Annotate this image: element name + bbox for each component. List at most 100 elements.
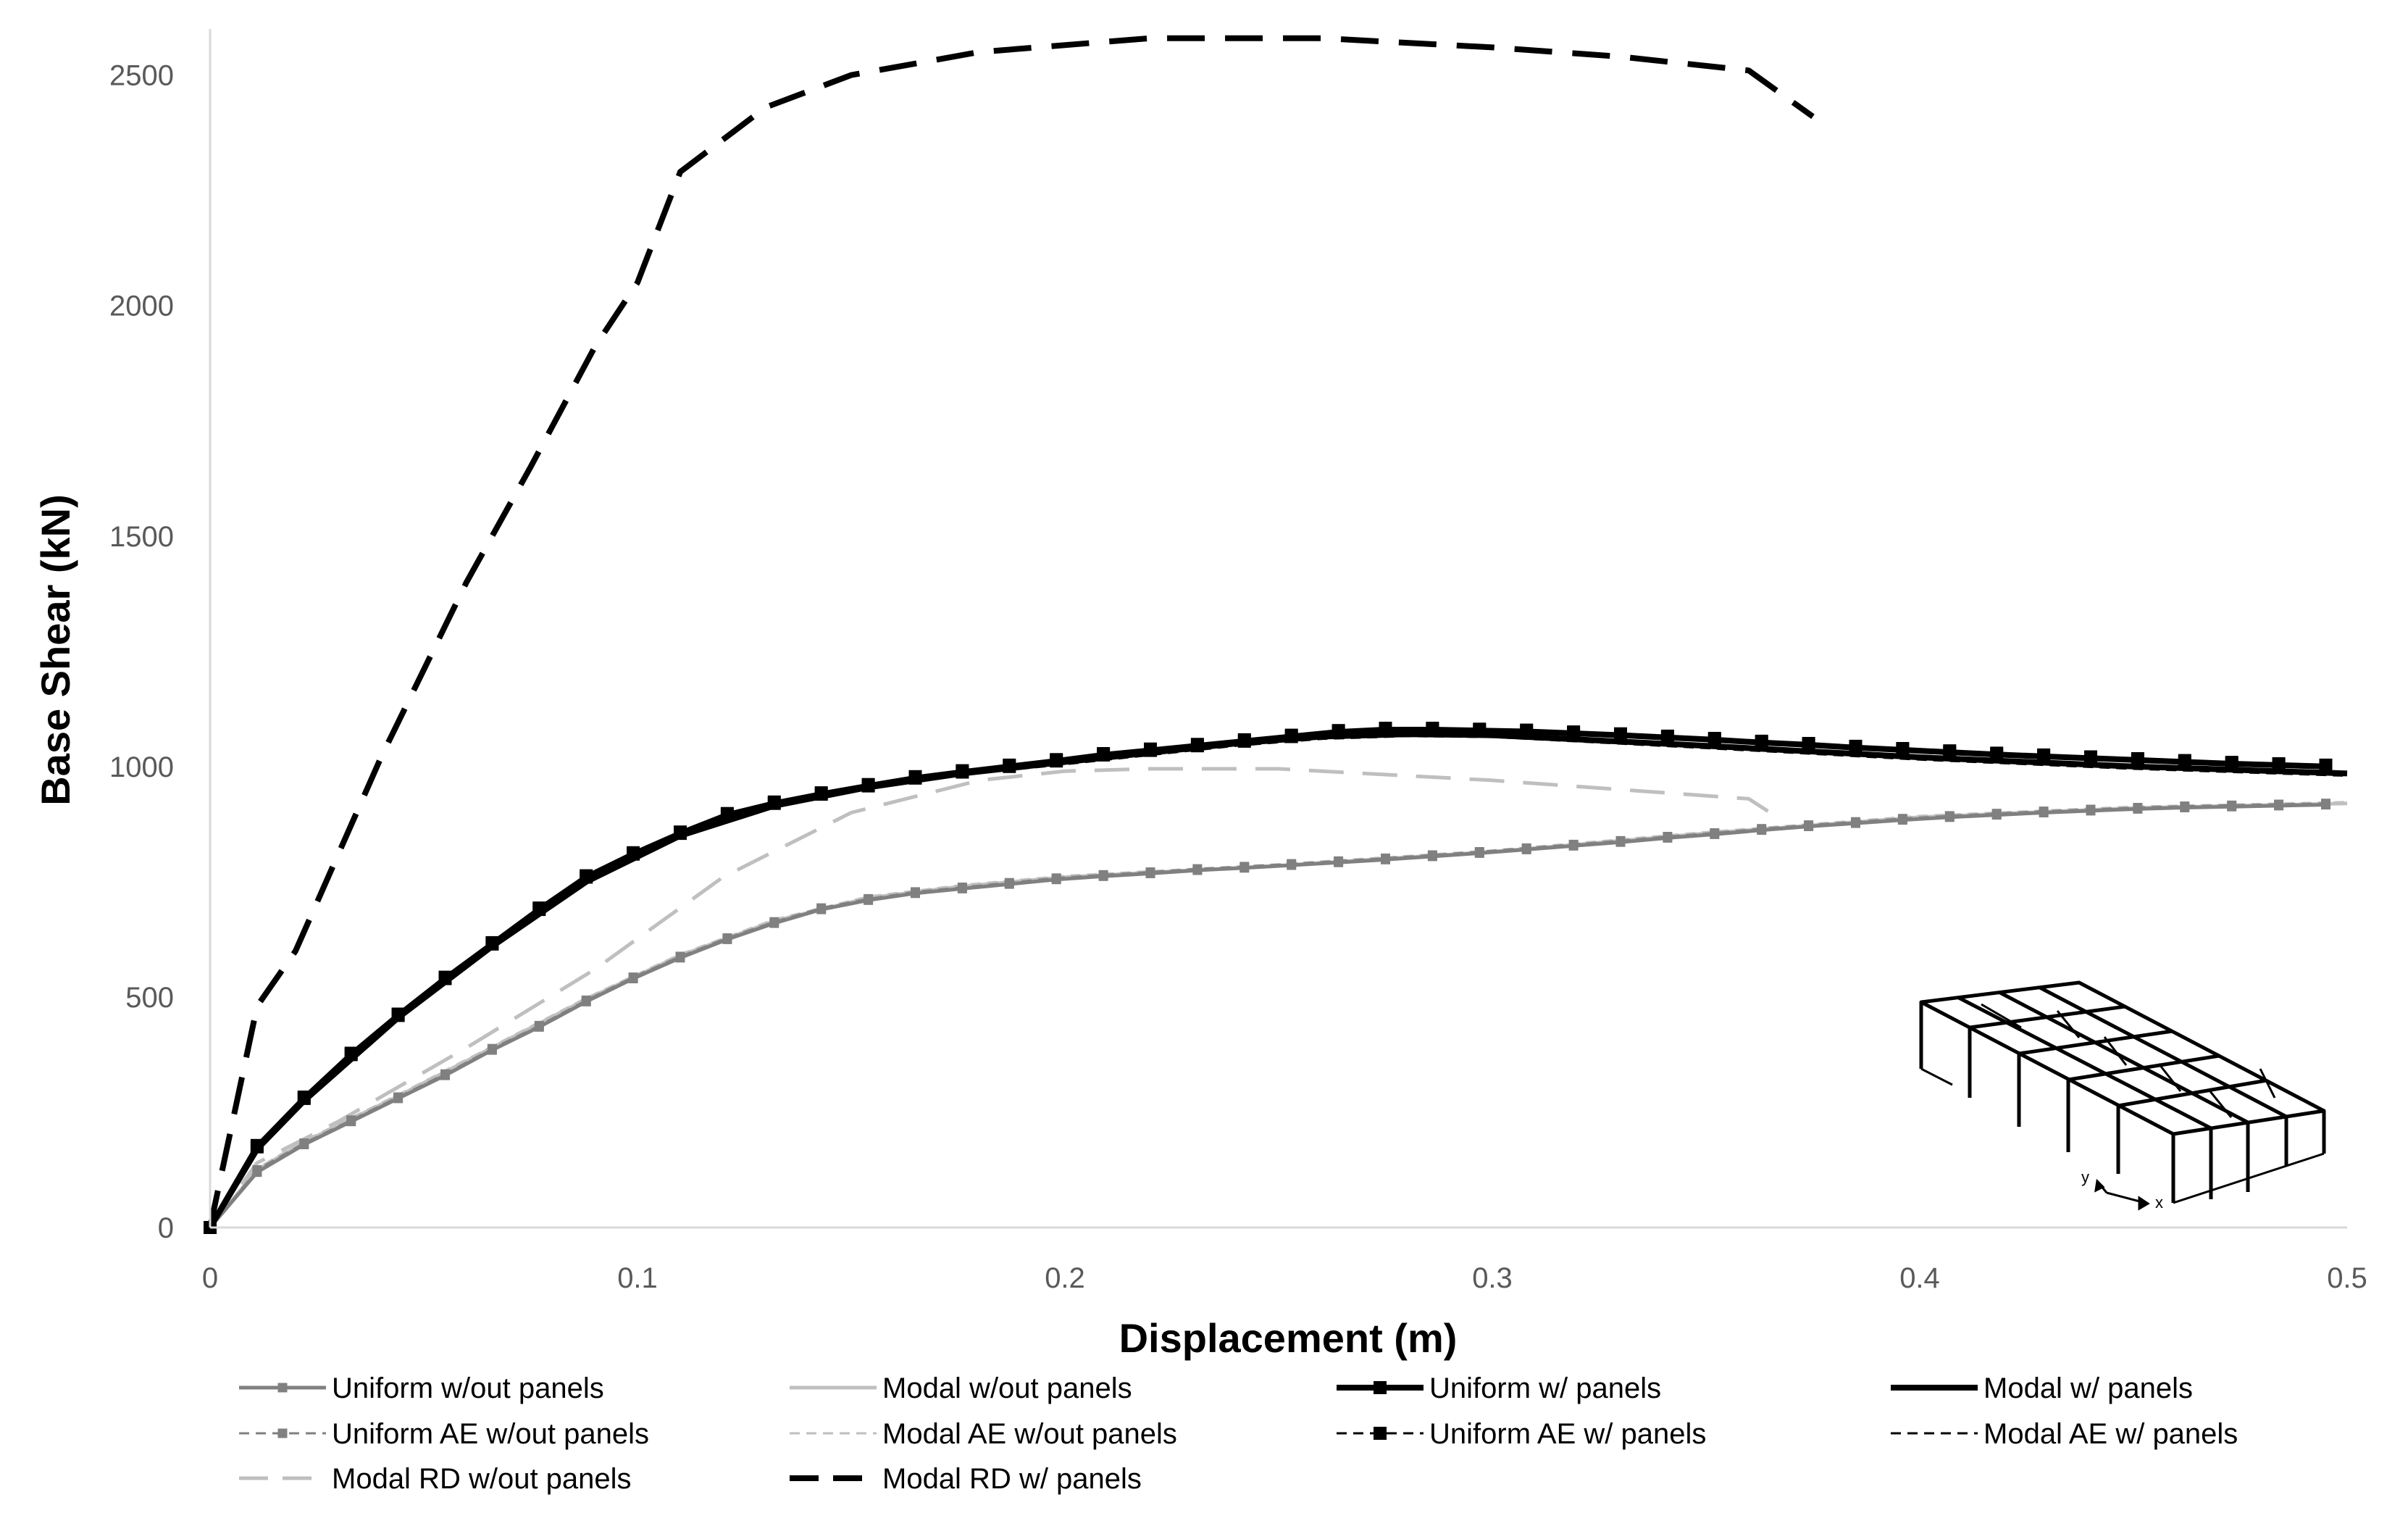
data-point	[1474, 847, 1484, 856]
legend-label: Modal RD w/out panels	[332, 1463, 632, 1495]
structure-frame-diagram-icon	[1919, 980, 2326, 1204]
data-point	[1051, 873, 1061, 883]
y-tick-label: 1500	[109, 521, 174, 553]
legend-marker	[1374, 1427, 1387, 1440]
legend-item: Modal RD w/out panels	[239, 1463, 632, 1495]
data-point	[2227, 800, 2237, 810]
data-point	[2321, 799, 2330, 809]
data-point	[864, 893, 874, 904]
data-point	[1003, 758, 1016, 772]
data-point	[675, 951, 685, 962]
data-point	[908, 770, 922, 783]
series-line	[207, 35, 1815, 1228]
data-point	[1615, 835, 1626, 846]
data-point	[1192, 864, 1203, 874]
axis-direction-icon	[2094, 1178, 2150, 1211]
legend-item: Modal AE w/ panels	[1891, 1418, 2238, 1450]
data-point	[1190, 738, 1204, 751]
data-point	[2274, 799, 2284, 809]
data-point	[1663, 832, 1673, 841]
series-modal-w-panels	[207, 731, 2348, 1230]
data-point	[1004, 878, 1014, 888]
y-tick-label: 2000	[109, 291, 174, 322]
data-point	[1849, 739, 1863, 753]
data-point	[1050, 753, 1063, 767]
series-line	[209, 727, 2326, 1228]
data-point	[2272, 757, 2286, 770]
data-point	[1287, 859, 1297, 869]
data-point	[1381, 853, 1390, 863]
series-line	[209, 803, 2326, 1229]
data-point	[1990, 746, 2004, 760]
data-point	[485, 935, 499, 949]
series-line	[207, 727, 2326, 1230]
data-point	[767, 795, 781, 809]
data-point	[2086, 804, 2096, 814]
legend-label: Modal RD w/ panels	[882, 1463, 1142, 1495]
data-point	[769, 917, 779, 927]
y-tick-label: 1000	[109, 751, 174, 783]
data-point	[1802, 737, 1815, 750]
data-point	[1426, 722, 1439, 735]
legend-item: Uniform w/out panels	[239, 1372, 604, 1404]
legend-item: Modal w/out panels	[790, 1372, 1132, 1404]
x-tick-label: 0.3	[1472, 1262, 1513, 1294]
data-point	[1097, 747, 1111, 760]
data-point	[1144, 742, 1157, 756]
data-point	[722, 933, 732, 943]
data-point	[2319, 758, 2333, 772]
data-point	[720, 806, 734, 820]
data-point	[814, 786, 828, 800]
data-point	[2178, 754, 2191, 767]
data-point	[2039, 806, 2049, 817]
data-point	[580, 869, 593, 883]
data-point	[487, 1043, 497, 1054]
data-point	[393, 1092, 404, 1102]
data-point	[438, 970, 452, 984]
legend-label: Uniform AE w/ panels	[1429, 1418, 1706, 1450]
data-point	[957, 883, 967, 892]
data-point	[628, 972, 638, 983]
data-point	[344, 1046, 358, 1060]
data-point	[1237, 733, 1251, 746]
y-tick-labels: 0 500 1000 1500 2000 2500	[109, 60, 174, 1244]
data-point	[1379, 722, 1392, 735]
series-uniform-w-out-panels	[205, 800, 2330, 1233]
legend-label: Modal w/ panels	[1983, 1372, 2193, 1404]
axis-indicator-y-label: y	[2081, 1168, 2089, 1186]
legend-item: Uniform AE w/out panels	[239, 1418, 649, 1450]
data-point	[1991, 809, 2002, 819]
data-point	[1098, 870, 1108, 880]
y-tick-label: 2500	[109, 60, 174, 92]
data-point	[1614, 727, 1627, 741]
series-line	[207, 731, 2348, 1230]
data-point	[1851, 817, 1860, 827]
legend-marker	[1374, 1381, 1387, 1394]
legend-item: Uniform w/ panels	[1337, 1372, 1661, 1404]
data-point	[1473, 722, 1487, 736]
data-point	[1331, 724, 1345, 738]
data-point	[299, 1138, 309, 1149]
data-point	[2133, 803, 2143, 812]
legend-label: Uniform AE w/out panels	[332, 1418, 649, 1450]
data-point	[581, 995, 591, 1005]
data-point	[1896, 742, 1910, 755]
legend: Uniform w/out panels Modal w/out panels Un…	[239, 1372, 2238, 1495]
x-tick-label: 0.5	[2327, 1262, 2367, 1294]
data-point	[1710, 828, 1720, 838]
data-point	[1334, 856, 1344, 866]
data-point	[2084, 750, 2097, 764]
data-point	[674, 825, 687, 839]
series-uniform-ae-w-panels	[204, 722, 2333, 1234]
x-axis-title: Displacement (m)	[1119, 1315, 1458, 1361]
data-point	[911, 887, 920, 897]
data-point	[1755, 734, 1768, 748]
series-layer	[204, 35, 2348, 1234]
data-point	[391, 1007, 405, 1021]
y-tick-label: 0	[158, 1212, 174, 1244]
data-point	[1943, 744, 1957, 758]
data-point	[627, 846, 640, 859]
data-point	[956, 764, 969, 778]
data-point	[1520, 723, 1534, 737]
